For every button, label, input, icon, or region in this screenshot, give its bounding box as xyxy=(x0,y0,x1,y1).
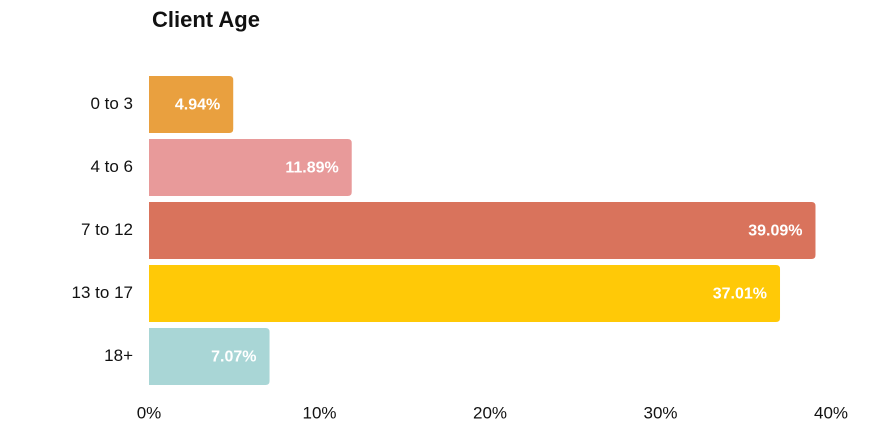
x-tick-label: 40% xyxy=(814,403,848,422)
y-tick-label: 18+ xyxy=(104,346,133,365)
bar xyxy=(149,328,270,385)
value-label: 7.07% xyxy=(211,349,256,366)
y-tick-label: 0 to 3 xyxy=(90,94,133,113)
bar xyxy=(149,139,352,196)
chart-title: Client Age xyxy=(152,7,260,32)
y-tick-label: 4 to 6 xyxy=(90,157,133,176)
bar xyxy=(149,76,234,133)
x-tick-label: 30% xyxy=(643,403,677,422)
value-label: 39.09% xyxy=(748,223,802,240)
y-tick-label: 13 to 17 xyxy=(72,283,133,302)
value-label: 4.94% xyxy=(175,97,220,114)
bar xyxy=(149,202,816,259)
y-tick-label: 7 to 12 xyxy=(81,220,133,239)
x-tick-label: 20% xyxy=(473,403,507,422)
bar xyxy=(149,265,781,322)
x-tick-label: 10% xyxy=(302,403,336,422)
value-label: 11.89% xyxy=(285,160,338,177)
x-tick-label: 0% xyxy=(137,403,162,422)
value-label: 37.01% xyxy=(713,286,767,303)
